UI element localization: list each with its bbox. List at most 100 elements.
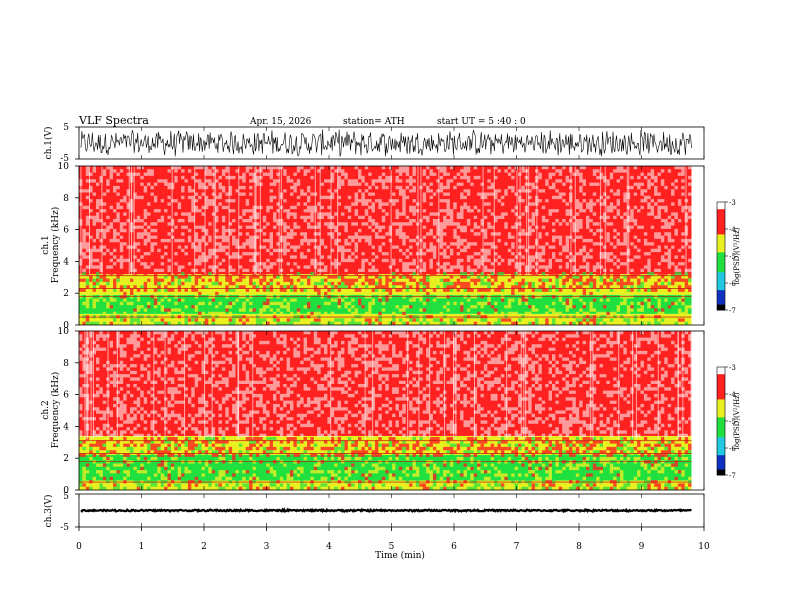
spectrogram-ch2-colorbar-cell bbox=[717, 428, 725, 431]
spectrogram-ch2-colorbar-cell bbox=[717, 466, 725, 469]
spectrogram-ch1-colorbar-cell bbox=[717, 232, 725, 235]
spectrogram-ch2-colorbar-cell bbox=[717, 457, 725, 460]
spectrogram-ch2-ytick-label: 4 bbox=[63, 422, 69, 432]
spectrogram-ch2-colorbar-cell bbox=[717, 406, 725, 409]
spectrogram-ch1-colorbar-cell bbox=[717, 218, 725, 221]
spectrogram-ch1-colorbar-tick-label: -7 bbox=[729, 307, 736, 315]
spectrogram-ch2-colorbar-cell bbox=[717, 383, 725, 386]
spectrogram-ch2-colorbar-cell bbox=[717, 422, 725, 426]
spectrogram-ch1-colorbar-cell bbox=[717, 308, 725, 311]
spectrogram-ch1-colorbar-cell bbox=[717, 290, 725, 293]
spectrogram-ch1-colorbar-cell bbox=[717, 241, 725, 244]
spectrogram-ch1-colorbar-cell bbox=[717, 268, 725, 271]
spectrogram-ch1-colorbar-cell bbox=[717, 292, 725, 295]
spectrogram-ch1-colorbar-cell bbox=[717, 257, 725, 261]
spectrogram-ch1-ytick-label: 4 bbox=[63, 257, 69, 267]
spectrogram-ch2-ytick-label: 2 bbox=[63, 454, 69, 464]
spectrogram-ch2-colorbar-cell bbox=[717, 390, 725, 393]
figure-title: VLF Spectra bbox=[78, 114, 149, 127]
spectrogram-ch1-colorbar-cell bbox=[717, 243, 725, 246]
spectrogram-ch2-band bbox=[79, 480, 692, 490]
spectrogram-ch2-colorbar-cell bbox=[717, 370, 725, 373]
spectrogram-ch1-colorbar-cell bbox=[717, 245, 725, 248]
spectrogram-ch1-colorbar-cell bbox=[717, 248, 725, 252]
spectrogram-ch1-colorbar-cell bbox=[717, 220, 725, 223]
spectrogram-ch2-colorbar-tick-label: -3 bbox=[729, 364, 736, 372]
spectrogram-ch2-ytick-label: 10 bbox=[58, 327, 70, 337]
spectrogram-ch1-colorbar-cell bbox=[717, 281, 725, 284]
spectrogram-ch1-colorbar-cell bbox=[717, 225, 725, 228]
spectrogram-ch1-colorbar-cell bbox=[717, 207, 725, 210]
spectrogram-ch1-colorbar-cell bbox=[717, 256, 725, 259]
spectrogram-ch2-colorbar-tick-label: -4 bbox=[729, 391, 736, 399]
spectrogram-ch2-colorbar-cell bbox=[717, 426, 725, 429]
time-tick-label: 0 bbox=[76, 542, 82, 552]
spectrogram-ch2-colorbar-cell bbox=[717, 431, 725, 435]
spectrogram-ch2-colorbar-cell bbox=[717, 419, 725, 422]
spectrogram-ch2-colorbar-tick-label: -7 bbox=[729, 472, 736, 480]
spectrogram-ch1-colorbar-cell bbox=[717, 203, 725, 207]
spectrogram-ch2-colorbar-cell bbox=[717, 417, 725, 420]
ch1-ytick-top: 5 bbox=[63, 123, 69, 133]
spectrogram-ch1-colorbar-cell bbox=[717, 275, 725, 279]
spectrogram-ch1-texture bbox=[79, 166, 692, 272]
spectrogram-ch2-colorbar-cell bbox=[717, 374, 725, 377]
spectrogram-ch1-colorbar-tick-label: -4 bbox=[729, 226, 736, 234]
spectrogram-ch1-ytick-label: 0 bbox=[63, 321, 69, 331]
spectrogram-ch2-colorbar-cell bbox=[717, 446, 725, 449]
spectrogram-ch2-colorbar-cell bbox=[717, 395, 725, 399]
spectrogram-ch2-colorbar-cell bbox=[717, 421, 725, 424]
spectrogram-ch1-colorbar-cell bbox=[717, 238, 725, 241]
spectrogram-ch2-texture bbox=[82, 456, 692, 481]
spectrogram-ch1-colorbar-tick-label: -3 bbox=[729, 199, 736, 207]
spectrogram-ch2-colorbar-cell bbox=[717, 397, 725, 400]
spectrogram-ch2-colorbar-cell bbox=[717, 372, 725, 375]
spectrogram-ch1-colorbar-cell bbox=[717, 202, 725, 205]
spectrogram-ch1-colorbar-cell bbox=[717, 212, 725, 216]
ch2-spec-ylabel-2: Frequency (kHz) bbox=[50, 372, 61, 449]
spectrogram-ch1-colorbar-cell bbox=[717, 229, 725, 232]
time-tick-label: 3 bbox=[264, 542, 270, 552]
spectrogram-ch2-colorbar-cell bbox=[717, 467, 725, 471]
spectrogram-ch2-colorbar-cell bbox=[717, 449, 725, 453]
spectrogram-ch1-colorbar-cell bbox=[717, 254, 725, 257]
spectrogram-ch2-colorbar-tick-label: -5 bbox=[729, 418, 736, 426]
spectrogram-ch1-colorbar-tick-label: -5 bbox=[729, 253, 736, 261]
spectrogram-ch2-colorbar-cell bbox=[717, 471, 725, 474]
spectrogram-ch1-colorbar-cell bbox=[717, 288, 725, 291]
time-tick-label: 4 bbox=[326, 542, 332, 552]
spectrogram-ch1-colorbar-cell bbox=[717, 301, 725, 304]
spectrogram-ch1-colorbar-cell bbox=[717, 266, 725, 270]
ch1-spec-ylabel-2: Frequency (kHz) bbox=[50, 207, 61, 284]
spectrogram-ch2-colorbar-cell bbox=[717, 435, 725, 438]
spectrogram-ch1-colorbar-cell bbox=[717, 295, 725, 298]
spectrogram-ch2-colorbar-cell bbox=[717, 448, 725, 451]
spectrogram-ch1-colorbar-cell bbox=[717, 234, 725, 237]
spectrogram-ch2-colorbar-cell bbox=[717, 368, 725, 372]
ch1-ytick-bottom: -5 bbox=[60, 154, 69, 164]
spectrogram-ch1-ytick-label: 6 bbox=[63, 226, 69, 236]
spectrogram-ch2-ytick-label: 0 bbox=[63, 486, 69, 496]
start-ut-label: start UT = 5 :40 : 0 bbox=[437, 117, 526, 127]
waveform-ch3-trace bbox=[80, 507, 692, 514]
ch1-ylabel: ch.1(V) bbox=[43, 127, 54, 160]
spectrogram-ch1-colorbar-cell bbox=[717, 211, 725, 214]
time-tick-label: 6 bbox=[451, 542, 457, 552]
spectrogram-ch2-colorbar-cell bbox=[717, 458, 725, 462]
spectrogram-ch2-colorbar-cell bbox=[717, 462, 725, 465]
spectrogram-ch1-ytick-label: 8 bbox=[63, 194, 69, 204]
spectrogram-ch2-ytick-label: 8 bbox=[63, 359, 69, 369]
spectrogram-ch1-colorbar-cell bbox=[717, 259, 725, 262]
spectrogram-ch2-colorbar-cell bbox=[717, 453, 725, 456]
spectrogram-ch1-colorbar-cell bbox=[717, 230, 725, 234]
spectrogram-ch2-colorbar-cell bbox=[717, 385, 725, 388]
spectrogram-ch2-colorbar-cell bbox=[717, 430, 725, 433]
ch3-ylabel: ch.3(V) bbox=[43, 495, 54, 528]
panel-waveform-ch3: 5 -5 ch.3(V) bbox=[43, 492, 705, 533]
spectrogram-ch2-colorbar-cell bbox=[717, 473, 725, 476]
spectrogram-ch2-colorbar-cell bbox=[717, 388, 725, 391]
spectrogram-ch1-colorbar-cell bbox=[717, 283, 725, 286]
ch3-ytick-top: 5 bbox=[63, 492, 69, 502]
time-tick-label: 8 bbox=[576, 542, 582, 552]
spectrogram-ch1-colorbar-cell bbox=[717, 286, 725, 289]
